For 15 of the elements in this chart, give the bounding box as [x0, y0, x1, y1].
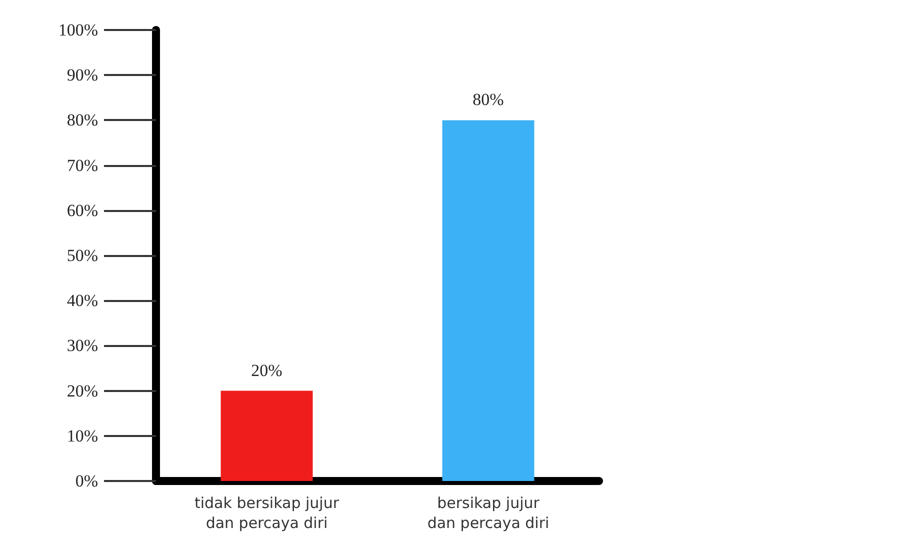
x-tick-label: tidak bersikap jujur dan percaya diri: [194, 494, 340, 532]
y-tick-label: 80%: [66, 110, 98, 130]
y-tick-label: 60%: [66, 200, 98, 220]
y-tick-label: 0%: [75, 472, 98, 490]
y-tick-label: 50%: [66, 246, 98, 265]
y-tick-label: 100%: [58, 20, 98, 40]
x-tick-label: bersikap jujur dan percaya diri: [427, 494, 550, 532]
y-tick-label: 30%: [66, 336, 98, 356]
y-tick-label: 10%: [66, 426, 98, 446]
y-tick-label: 90%: [66, 66, 98, 85]
data-label: 80%: [472, 90, 504, 110]
data-label: 20%: [251, 360, 282, 380]
y-tick-label: 70%: [66, 156, 98, 175]
y-tick-label: 20%: [66, 381, 98, 400]
y-tick-label: 40%: [66, 291, 98, 310]
